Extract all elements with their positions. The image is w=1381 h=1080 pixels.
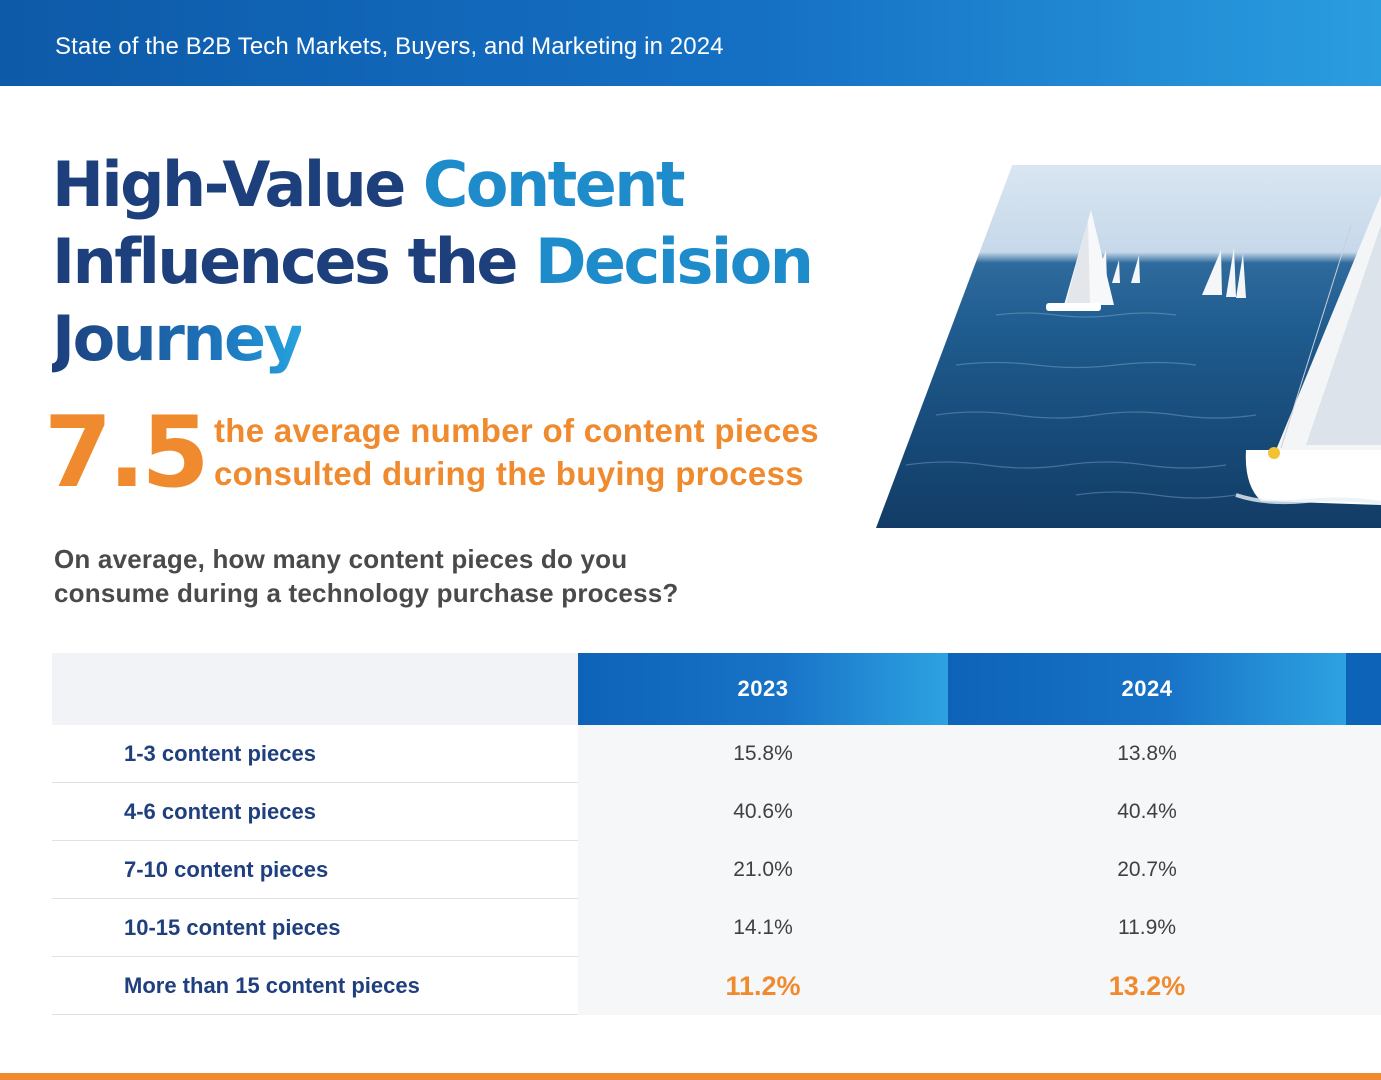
bottom-accent-bar (0, 1073, 1381, 1080)
top-banner: State of the B2B Tech Markets, Buyers, a… (0, 0, 1381, 86)
column-header-2024: 2024 (948, 653, 1346, 725)
headline-line-2: Influences the Decision (52, 223, 852, 300)
headline-line-1: High-Value Content (52, 146, 852, 223)
cell-stub (1346, 783, 1381, 841)
row-label: More than 15 content pieces (124, 973, 420, 998)
cell-2024: 13.2% (948, 957, 1346, 1015)
cell-stub (1346, 725, 1381, 783)
cell-stub (1346, 899, 1381, 957)
cell-2024: 40.4% (948, 783, 1346, 841)
cell-2023: 15.8% (578, 725, 948, 783)
results-table: 2023 2024 1-3 content pieces 15.8% 13.8%… (52, 653, 1381, 1015)
banner-title: State of the B2B Tech Markets, Buyers, a… (55, 33, 724, 60)
row-label: 4-6 content pieces (124, 799, 316, 824)
survey-question-line-1: On average, how many content pieces do y… (54, 544, 628, 574)
stat-description-line-2: consulted during the buying process (214, 455, 804, 492)
table-header-blank (52, 653, 578, 725)
stat-value: 7.5 (44, 396, 210, 510)
cell-2023: 21.0% (578, 841, 948, 899)
stat-description-line-1: the average number of content pieces (214, 412, 819, 449)
row-label: 7-10 content pieces (124, 857, 329, 882)
cell-2023: 40.6% (578, 783, 948, 841)
cell-2024: 13.8% (948, 725, 1346, 783)
cell-stub (1346, 841, 1381, 899)
table-row: 1-3 content pieces 15.8% 13.8% (52, 725, 1381, 783)
headline-text-accent: Decision (534, 225, 814, 298)
table-row: 4-6 content pieces 40.6% 40.4% (52, 783, 1381, 841)
headline-text: Influences the (52, 225, 535, 298)
headline-text-gradient: Journey (52, 302, 304, 375)
cell-2023: 11.2% (578, 957, 948, 1015)
headline-text-accent: Content (422, 148, 686, 221)
row-label: 10-15 content pieces (124, 915, 341, 940)
cell-2023: 14.1% (578, 899, 948, 957)
survey-question: On average, how many content pieces do y… (54, 542, 774, 610)
table-header-row: 2023 2024 (52, 653, 1381, 725)
row-label: 1-3 content pieces (124, 741, 316, 766)
table-row: 7-10 content pieces 21.0% 20.7% (52, 841, 1381, 899)
sailboats-photo (876, 165, 1381, 528)
headline-line-3: Journey (52, 300, 852, 377)
table-row-highlight: More than 15 content pieces 11.2% 13.2% (52, 957, 1381, 1015)
column-header-2023: 2023 (578, 653, 948, 725)
sailboats-illustration (905, 195, 1381, 505)
cell-2024: 11.9% (948, 899, 1346, 957)
cell-stub (1346, 957, 1381, 1015)
table-row: 10-15 content pieces 14.1% 11.9% (52, 899, 1381, 957)
headline-text: High-Value (52, 148, 423, 221)
page-headline: High-Value Content Influences the Decisi… (52, 146, 852, 377)
column-header-stub (1346, 653, 1381, 725)
stat-description: the average number of content pieces con… (214, 409, 914, 495)
cell-2024: 20.7% (948, 841, 1346, 899)
survey-question-line-2: consume during a technology purchase pro… (54, 578, 679, 608)
